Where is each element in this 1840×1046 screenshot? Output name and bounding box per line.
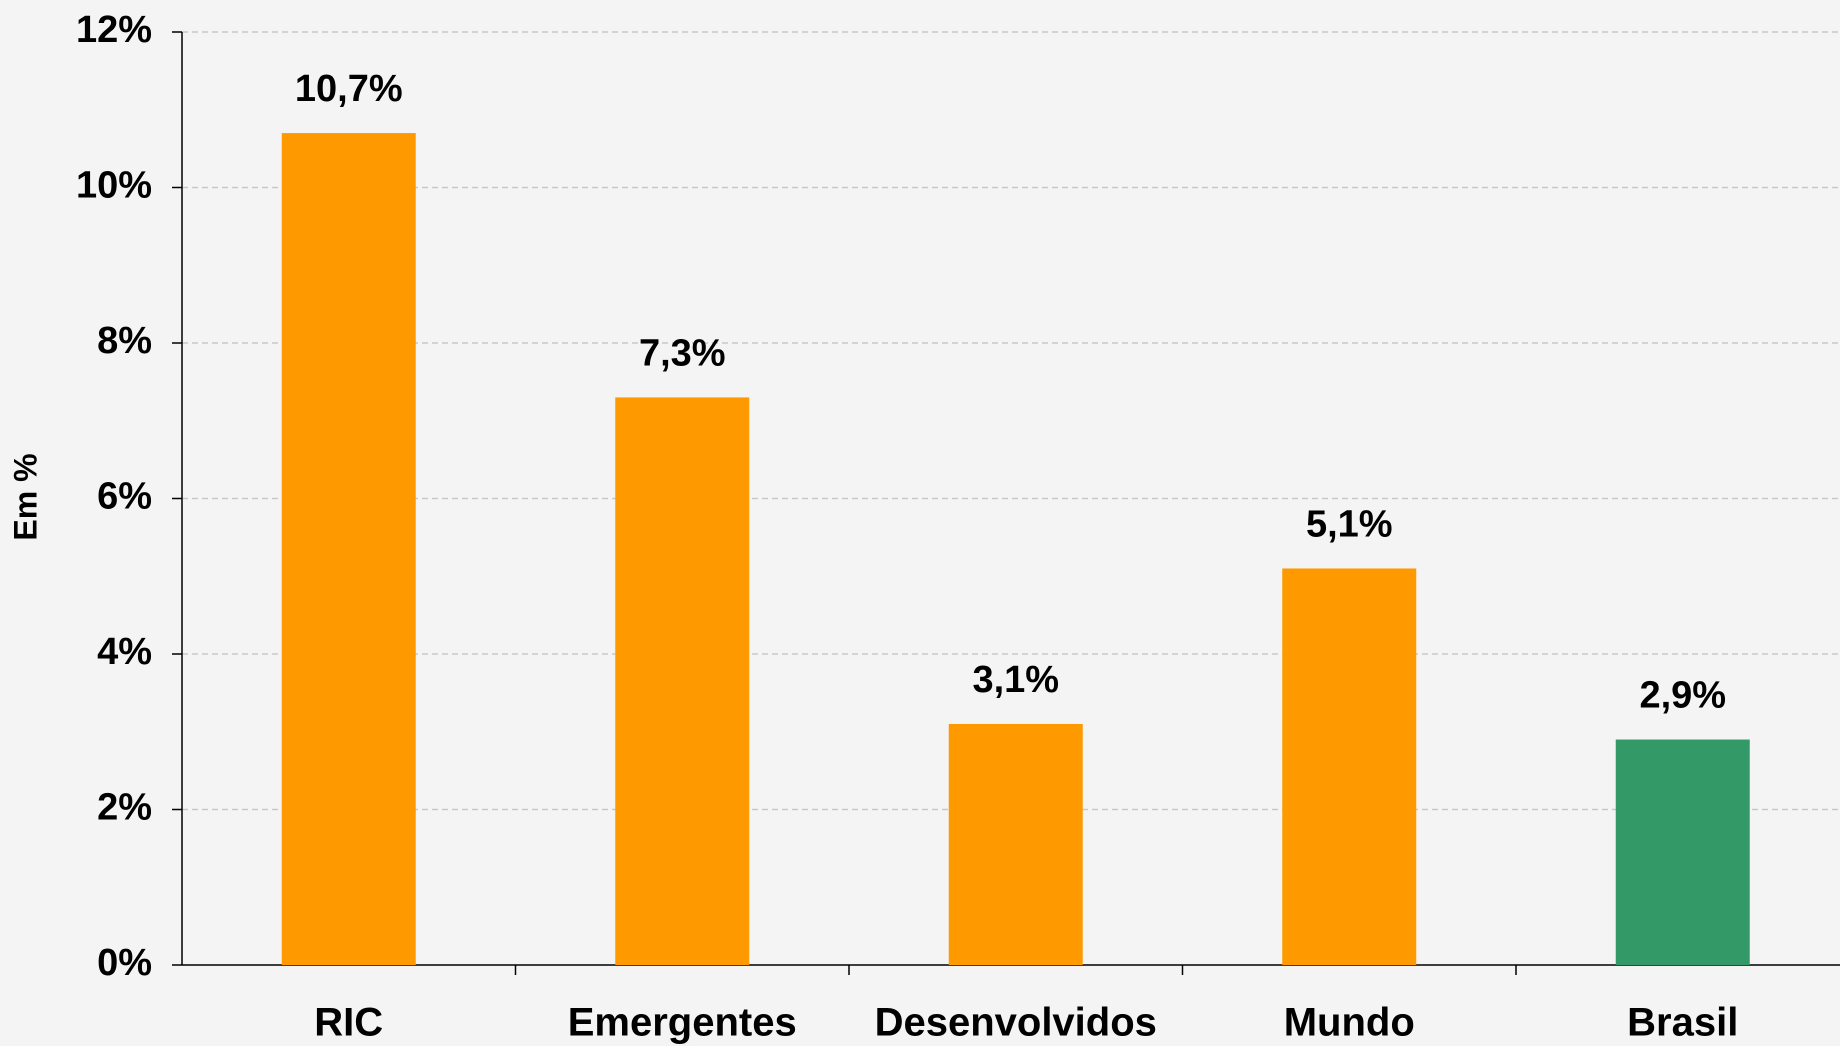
y-tick-label: 6% bbox=[97, 476, 152, 518]
y-tick-label: 0% bbox=[97, 942, 152, 984]
x-tick-label: Emergentes bbox=[568, 1001, 797, 1045]
x-tick-label: Brasil bbox=[1627, 1001, 1738, 1045]
y-tick-label: 4% bbox=[97, 631, 152, 673]
bar bbox=[948, 723, 1083, 965]
y-tick-label: 8% bbox=[97, 320, 152, 362]
bar bbox=[615, 397, 750, 965]
bar bbox=[1282, 568, 1417, 965]
bar bbox=[281, 133, 416, 965]
value-label: 2,9% bbox=[1639, 675, 1726, 717]
value-label: 10,7% bbox=[295, 68, 403, 110]
value-label: 5,1% bbox=[1306, 504, 1393, 546]
value-label: 7,3% bbox=[639, 332, 726, 374]
x-tick-label: Mundo bbox=[1284, 1001, 1415, 1045]
y-tick-label: 2% bbox=[97, 787, 152, 829]
bar bbox=[1615, 739, 1750, 965]
y-tick-label: 10% bbox=[76, 165, 152, 207]
y-axis-label: Em % bbox=[7, 453, 43, 540]
y-tick-label: 12% bbox=[76, 9, 152, 51]
x-tick-label: Desenvolvidos bbox=[875, 1001, 1157, 1045]
value-label: 3,1% bbox=[972, 659, 1059, 701]
x-tick-label: RIC bbox=[314, 1001, 383, 1045]
